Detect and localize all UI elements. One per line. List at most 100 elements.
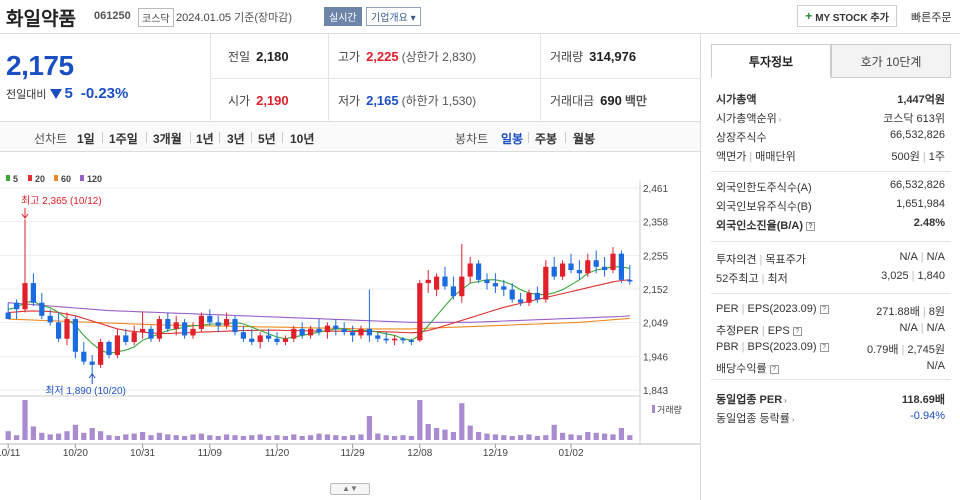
info-row: 동일업종 등락률 › -0.94%	[711, 407, 951, 426]
tab-hoga-10[interactable]: 호가 10단계	[831, 44, 951, 78]
foreign-ratio-label: 외국인소진율(B/A)?	[716, 217, 815, 233]
high-arrow-icon	[21, 208, 29, 219]
candle-body	[316, 328, 322, 333]
industry-rate-value: -0.94%	[910, 410, 945, 422]
x-tick-label: 12/08	[407, 448, 432, 459]
legend-label: 120	[87, 174, 102, 184]
price-chart[interactable]: 2,461 2,358 2,255 2,152 2,049 1,946 1,843 5 20 60…	[0, 152, 700, 500]
x-tick-label: 12/19	[483, 448, 508, 459]
candle-body	[249, 338, 255, 342]
chart-resize-handle[interactable]: ▲▼	[330, 483, 370, 495]
down-triangle-icon	[50, 88, 63, 99]
market-cap-value: 1,447억원	[897, 94, 945, 106]
x-tick-label: 01/02	[558, 448, 583, 459]
volume-bar	[366, 416, 373, 440]
volume-bar	[442, 429, 448, 440]
candle-body	[215, 322, 221, 326]
y-tick-label: 1,843	[643, 386, 668, 397]
realtime-tag[interactable]: 실시간	[324, 7, 362, 26]
candle-body	[585, 260, 591, 274]
help-icon[interactable]: ?	[792, 327, 802, 336]
volume-bar	[627, 435, 633, 440]
foreign-limit-value: 66,532,826	[889, 179, 945, 191]
volume-bar	[181, 436, 188, 440]
volume-bar	[484, 433, 490, 440]
tab-period-10y[interactable]: 10년	[290, 132, 315, 146]
volume-bar	[5, 431, 11, 440]
tab-invest-info[interactable]: 투자정보	[711, 44, 831, 78]
volume-bar	[156, 432, 163, 440]
info-section-opinion: 투자의견 | 목표주가 N/A | N/A 52주최고 | 최저 3,025 | 1,840	[711, 248, 951, 294]
candle-body	[627, 279, 633, 282]
y-tick-label: 2,049	[643, 319, 668, 330]
help-icon[interactable]: ?	[819, 343, 829, 352]
volume-bar	[383, 435, 389, 440]
volume-bar	[526, 434, 532, 440]
foreign-limit-label: 외국인한도주식수(A)	[716, 182, 812, 194]
candle-body	[333, 325, 339, 329]
chart-tab-row: 선차트 1일 1주일 3개월 1년 3년 5년 10년 봉차트 일봉 주봉 월봉	[0, 122, 700, 152]
candle-body	[509, 289, 515, 300]
candle-body	[240, 332, 247, 339]
tab-period-3m[interactable]: 3개월	[153, 132, 182, 146]
volume-bar	[215, 436, 221, 440]
candle-body	[5, 312, 11, 320]
foreign-hold-label: 외국인보유주식수(B)	[716, 201, 812, 213]
per-eps-value: 271.88배 | 8원	[876, 306, 945, 318]
tab-period-3y[interactable]: 3년	[227, 132, 245, 146]
divider	[251, 132, 252, 143]
candle-body	[517, 299, 524, 303]
industry-per-label[interactable]: 동일업종 PER ›	[716, 394, 787, 406]
candle-body	[89, 361, 95, 365]
volume-bar	[64, 431, 70, 440]
candle-body	[72, 319, 79, 352]
tab-candle-monthly[interactable]: 월봉	[573, 132, 596, 146]
volume-bar	[47, 434, 53, 440]
candlestick-chart[interactable]: 2,461 2,358 2,255 2,152 2,049 1,946 1,843 5 20 60…	[0, 152, 700, 500]
candle-body	[274, 338, 280, 342]
candle-body	[47, 315, 53, 323]
candle-body	[459, 276, 465, 297]
y-tick-label: 2,255	[643, 251, 668, 262]
tab-period-1d[interactable]: 1일	[77, 132, 95, 146]
tab-period-5y[interactable]: 5년	[258, 132, 276, 146]
volume-bar	[274, 435, 280, 440]
legend-label: 60	[61, 174, 71, 184]
candle-body	[148, 328, 154, 339]
candle-body	[425, 279, 431, 284]
candle-body	[492, 283, 499, 287]
mystock-add-button[interactable]: + MY STOCK 추가	[797, 5, 897, 27]
candle-body	[291, 328, 297, 339]
volume-bar	[408, 436, 415, 440]
line-chart-label: 선차트	[34, 132, 68, 146]
divider	[102, 132, 103, 143]
quick-order-link[interactable]: 빠른주문	[911, 12, 952, 24]
candle-body	[593, 260, 599, 267]
help-icon[interactable]: ?	[819, 305, 829, 314]
volume-bar	[223, 434, 230, 440]
candle-body	[139, 328, 146, 333]
help-icon[interactable]: ?	[806, 222, 815, 231]
industry-rate-label[interactable]: 동일업종 등락률 ›	[716, 413, 795, 425]
x-tick-label: 11/29	[340, 448, 365, 459]
stock-header: 화일약품 061250 코스닥 2024.01.05 기준(장마감) 실시간 기…	[0, 0, 960, 34]
candle-body	[307, 328, 314, 336]
tab-candle-weekly[interactable]: 주봉	[535, 132, 558, 146]
change-label: 전일대비	[6, 88, 47, 101]
opinion-target-label: 투자의견 | 목표주가	[716, 254, 806, 266]
volume-bar	[417, 400, 423, 440]
candle-body	[324, 325, 331, 333]
volume-bar	[375, 433, 381, 440]
candle-body	[526, 292, 532, 303]
company-overview-button[interactable]: 기업개요 ▾	[366, 7, 421, 26]
volume-bar	[534, 436, 541, 440]
tab-candle-daily[interactable]: 일봉	[501, 132, 524, 146]
candle-body	[450, 286, 457, 297]
tab-period-1w[interactable]: 1주일	[109, 132, 138, 146]
tab-period-1y[interactable]: 1년	[196, 132, 214, 146]
info-row: PER | EPS(2023.09)? 271.88배 | 8원	[711, 300, 951, 319]
candle-body	[568, 263, 574, 271]
help-icon[interactable]: ?	[769, 365, 779, 374]
volume-bar	[349, 435, 356, 440]
volume-bar	[551, 424, 557, 440]
